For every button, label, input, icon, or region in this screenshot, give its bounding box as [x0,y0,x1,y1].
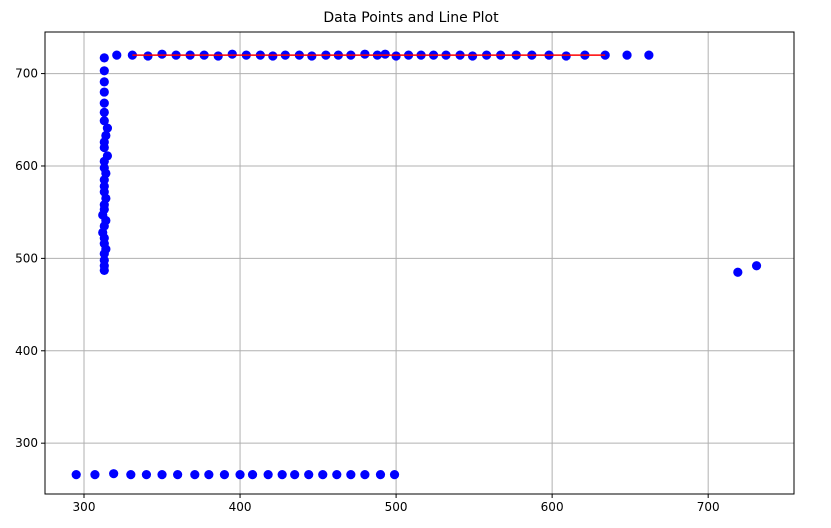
data-point [99,142,109,153]
chart-title: Data Points and Line Plot [323,10,499,26]
data-point [219,469,230,480]
x-axis: 300 400 500 600 700 [73,494,720,514]
data-point [304,469,314,480]
x-tick-label: 600 [541,500,564,514]
data-point [467,51,478,61]
data-point [102,123,113,133]
data-point [332,469,342,480]
data-point [391,51,401,61]
data-point [99,53,109,63]
data-point [99,98,109,108]
data-point [263,469,273,480]
data-point [213,51,223,61]
data-point [561,51,571,61]
data-point [99,107,109,117]
data-point [173,469,183,480]
data-point [99,77,109,87]
data-point [99,265,109,275]
data-point [235,469,245,480]
y-tick-label: 500 [15,251,38,265]
data-point [733,267,743,277]
data-point [622,50,632,60]
data-point [277,469,287,480]
data-point [318,469,328,480]
data-point [389,469,400,480]
data-point [141,469,152,480]
y-tick-label: 600 [15,159,38,173]
data-point [360,49,370,59]
data-point [99,175,109,185]
data-point [126,469,136,480]
data-point [644,50,654,60]
data-point [143,51,153,61]
data-point [751,261,762,271]
data-point [157,469,167,480]
data-point [99,66,109,76]
data-point [204,469,214,480]
data-point [112,50,122,60]
data-point [157,49,167,59]
data-point [99,156,109,166]
data-point [227,49,237,59]
plot-area [71,49,762,480]
data-point [307,51,317,61]
data-point [290,469,300,480]
x-tick-label: 700 [697,500,720,514]
data-point [247,469,258,480]
data-point [375,469,386,480]
grid [45,32,794,494]
x-tick-label: 300 [73,500,96,514]
data-point [90,469,100,480]
y-tick-label: 300 [15,436,38,450]
data-point [360,469,370,480]
data-point [346,469,356,480]
axes-frame [44,31,795,495]
data-point [380,49,390,59]
x-tick-label: 500 [385,500,408,514]
y-tick-label: 400 [15,344,38,358]
data-point [71,469,81,480]
data-point [268,51,278,61]
y-axis: 300 400 500 600 700 [15,67,45,450]
data-point [190,469,200,480]
y-tick-label: 700 [15,67,38,81]
data-point [99,249,109,259]
data-point [99,87,109,97]
data-point [109,469,119,479]
data-point [99,116,109,126]
x-tick-label: 400 [229,500,252,514]
